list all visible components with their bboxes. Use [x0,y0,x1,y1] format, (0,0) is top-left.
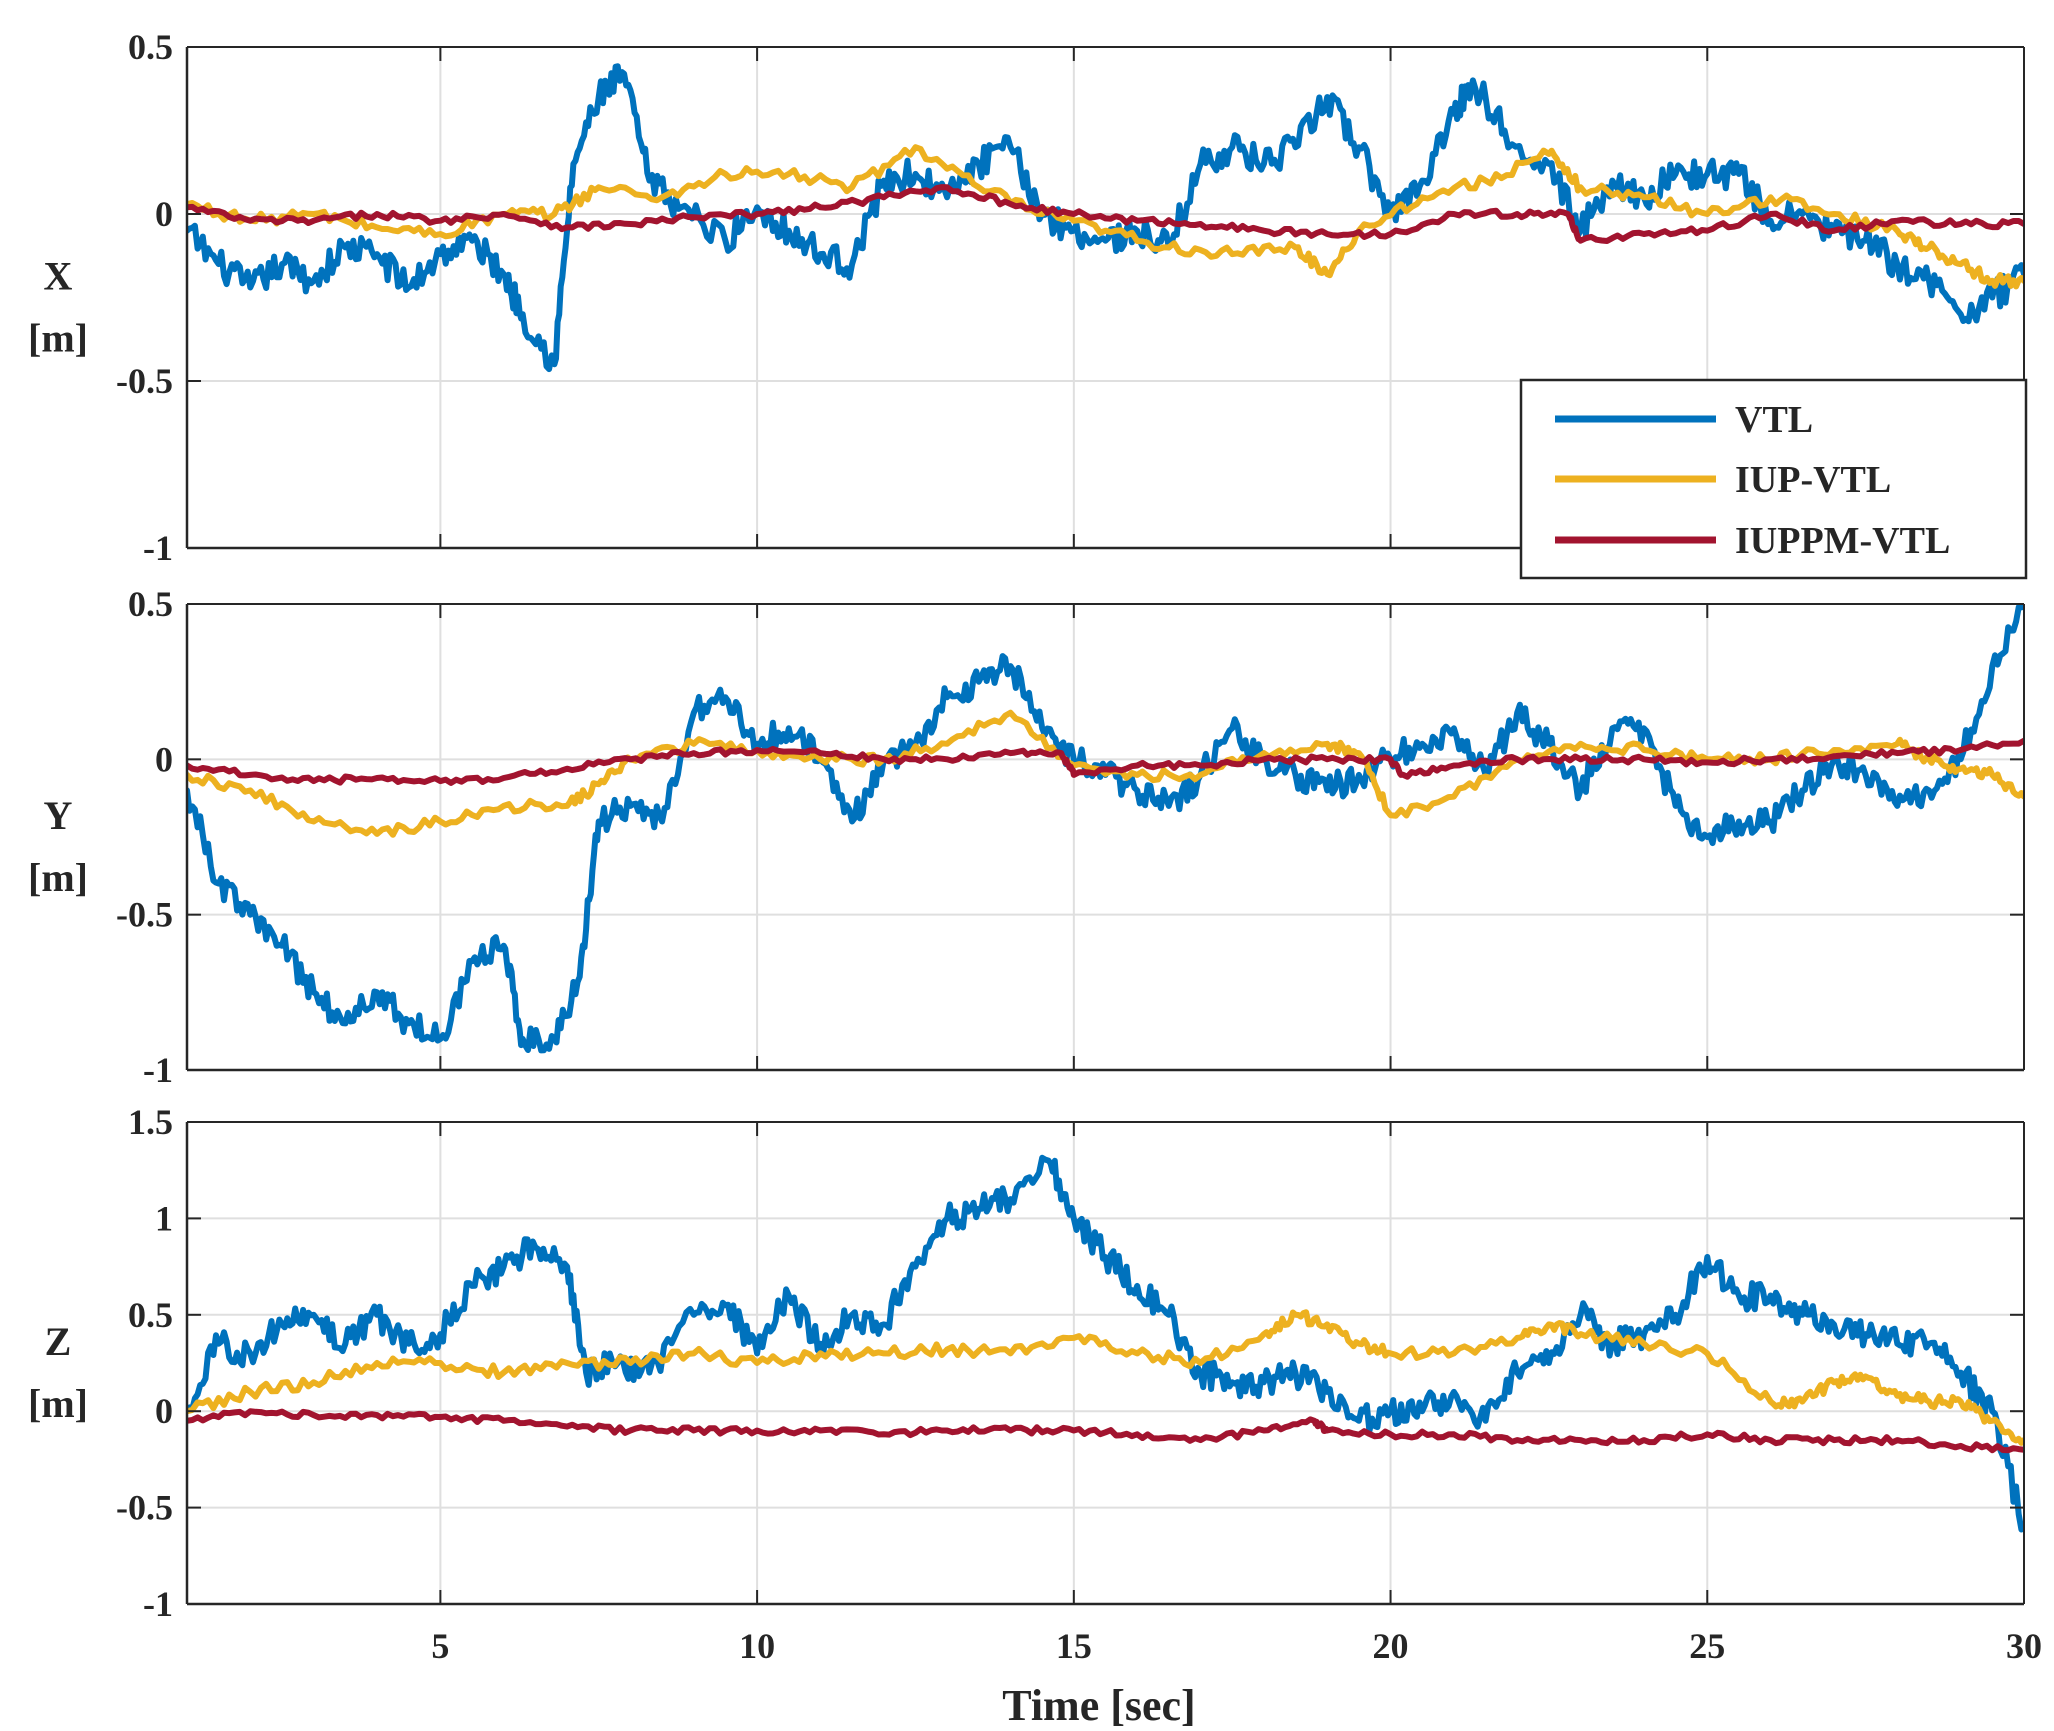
series-line-y-vtl [187,604,2024,1054]
series-group-z [187,1154,2024,1533]
y-tick-label-z-5: 1.5 [128,1102,173,1142]
y-tick-label-x-2: 0 [155,194,173,234]
y-tick-label-y-0: -1 [143,1050,173,1090]
series-line-z-iup-vtl [187,1309,2024,1446]
y-tick-label-y-3: 0.5 [128,584,173,624]
series-line-y-iuppm-vtl [187,737,2024,786]
y-tick-label-z-0: -1 [143,1584,173,1624]
x-axis-label: Time [sec] [1002,1681,1195,1730]
y-axis-label-y: Y [44,793,73,838]
y-tick-label-y-2: 0 [155,739,173,779]
y-tick-label-z-1: -0.5 [116,1488,173,1528]
y-axis-label-x: X [44,254,73,299]
panel-y: -1 -0.5 0 0.5 Y [m] [28,584,2025,1090]
panel-z: 5 10 15 20 25 30 -1 -0.5 0 0.5 1 1.5 Z [m] [28,1102,2042,1666]
legend-label-iup-vtl: IUP-VTL [1735,459,1891,501]
y-tick-label-x-1: -0.5 [116,361,173,401]
y-axis-unit-z: [m] [28,1381,88,1426]
y-tick-label-z-4: 1 [155,1198,173,1238]
x-tick-label-z-3: 20 [1373,1626,1409,1666]
x-tick-label-z-0: 5 [431,1626,449,1666]
legend-label-iuppm-vtl: IUPPM-VTL [1735,520,1950,562]
y-tick-label-x-3: 0.5 [128,27,173,67]
y-tick-label-x-0: -1 [143,528,173,568]
x-tick-label-z-5: 30 [2006,1626,2042,1666]
series-line-x-iup-vtl [187,144,2024,290]
y-axis-unit-x: [m] [28,316,88,361]
series-line-x-vtl [187,63,2024,373]
series-line-x-iuppm-vtl [187,184,2024,244]
series-group-x [187,63,2024,373]
series-line-z-iuppm-vtl [187,1408,2024,1454]
series-line-z-vtl [187,1154,2024,1533]
y-axis-unit-y: [m] [28,855,88,900]
x-tick-label-z-4: 25 [1689,1626,1725,1666]
y-axis-label-z: Z [45,1319,72,1364]
series-group-y [187,604,2024,1054]
legend: VTL IUP-VTL IUPPM-VTL [1519,378,2028,580]
y-tick-label-z-2: 0 [155,1391,173,1431]
panels: -1-0.500.5X[m]-1-0.500.5Y[m]5 10 15 20 25 30-… [28,27,2042,1666]
x-tick-label-z-2: 15 [1056,1626,1092,1666]
y-tick-label-z-3: 0.5 [128,1295,173,1335]
legend-label-vtl: VTL [1735,399,1813,441]
x-tick-label-z-1: 10 [739,1626,775,1666]
y-tick-label-y-1: -0.5 [116,895,173,935]
